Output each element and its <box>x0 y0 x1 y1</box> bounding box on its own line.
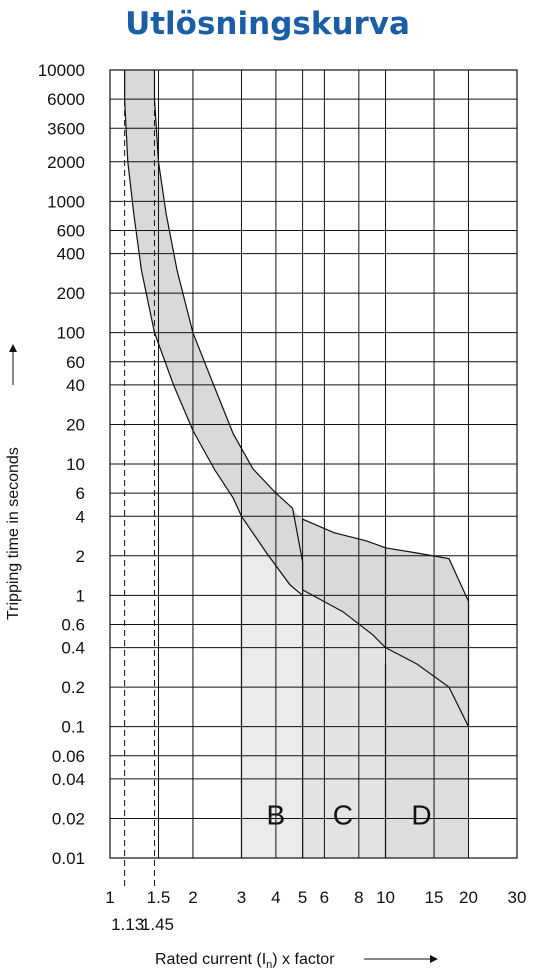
y-tick-label: 10000 <box>38 61 85 80</box>
y-tick-label: 2 <box>76 547 85 566</box>
x-tick-label: 2 <box>188 888 197 907</box>
y-tick-label: 1 <box>76 586 85 605</box>
band-d <box>385 547 469 727</box>
y-tick-labels: 10000 6000 3600 2000 1000 600 400 200 100 60 40 20 1… <box>38 61 85 868</box>
y-tick-label: 0.6 <box>61 615 85 634</box>
x-axis-title-prefix: Rated current (I <box>155 951 266 968</box>
curve-lines <box>123 70 470 858</box>
x-tick-label-secondary: 1.45 <box>141 915 174 934</box>
curve-regions <box>124 70 469 858</box>
y-tick-label: 200 <box>57 284 85 303</box>
x-tick-label: 20 <box>459 888 478 907</box>
y-tick-label: 3600 <box>47 119 85 138</box>
x-tick-label: 8 <box>354 888 363 907</box>
y-tick-label: 100 <box>57 324 85 343</box>
curve-label-d: D <box>411 799 431 830</box>
y-tick-label: 40 <box>66 376 85 395</box>
x-axis-title: Rated current (In) x factor <box>155 951 335 971</box>
x-tick-label: 4 <box>271 888 280 907</box>
x-tick-label-secondary: 1.13 <box>111 915 144 934</box>
y-tick-label: 6000 <box>47 90 85 109</box>
curve-letters: B C D <box>267 799 432 830</box>
band-c <box>302 519 386 648</box>
y-tick-label: 0.04 <box>52 770 85 789</box>
y-tick-label: 0.01 <box>52 849 85 868</box>
x-axis-arrow-head <box>430 955 438 963</box>
curve-d-lower <box>385 647 470 727</box>
y-tick-label: 0.02 <box>52 809 85 828</box>
x-tick-label: 30 <box>508 888 527 907</box>
x-tick-labels: 1 1.5 2 3 4 5 6 8 10 15 20 30 1.131.45 <box>105 888 526 934</box>
y-tick-label: 20 <box>66 415 85 434</box>
x-tick-label: 1 <box>105 888 114 907</box>
curve-label-c: C <box>333 799 353 830</box>
y-tick-label: 0.2 <box>61 678 85 697</box>
y-tick-label: 10 <box>66 455 85 474</box>
curve-b-lower <box>241 515 303 596</box>
y-tick-label: 600 <box>57 221 85 240</box>
x-tick-label: 3 <box>237 888 246 907</box>
y-tick-label: 0.1 <box>61 718 85 737</box>
plot-frame <box>109 69 518 859</box>
x-tick-label: 15 <box>425 888 444 907</box>
curve-d-upper <box>385 547 470 727</box>
curve-c-lower <box>302 589 386 649</box>
thermal-upper-curve <box>153 70 277 494</box>
y-tick-label: 2000 <box>47 153 85 172</box>
x-tick-label: 6 <box>320 888 329 907</box>
chart-title: Utlösningskurva <box>125 6 410 42</box>
band-b-c <box>241 493 303 590</box>
curve-label-b: B <box>267 799 286 830</box>
x-tick-label: 5 <box>298 888 307 907</box>
y-tick-label: 0.06 <box>52 747 85 766</box>
y-tick-label: 4 <box>76 507 85 526</box>
y-tick-label: 6 <box>76 484 85 503</box>
y-tick-label: 400 <box>57 245 85 264</box>
x-axis-title-suffix: ) x factor <box>272 951 335 968</box>
y-tick-label: 1000 <box>47 192 85 211</box>
curve-c-upper <box>302 518 387 648</box>
y-axis-arrow-head <box>9 344 17 352</box>
x-tick-label: 1.5 <box>147 888 171 907</box>
y-axis-title: Tripping time in seconds <box>5 447 22 620</box>
thermal-lower-curve <box>123 70 243 517</box>
x-axis-title-subscript: n <box>266 959 272 971</box>
x-tick-label: 10 <box>376 888 395 907</box>
y-tick-label: 60 <box>66 353 85 372</box>
y-tick-label: 0.4 <box>61 639 85 658</box>
